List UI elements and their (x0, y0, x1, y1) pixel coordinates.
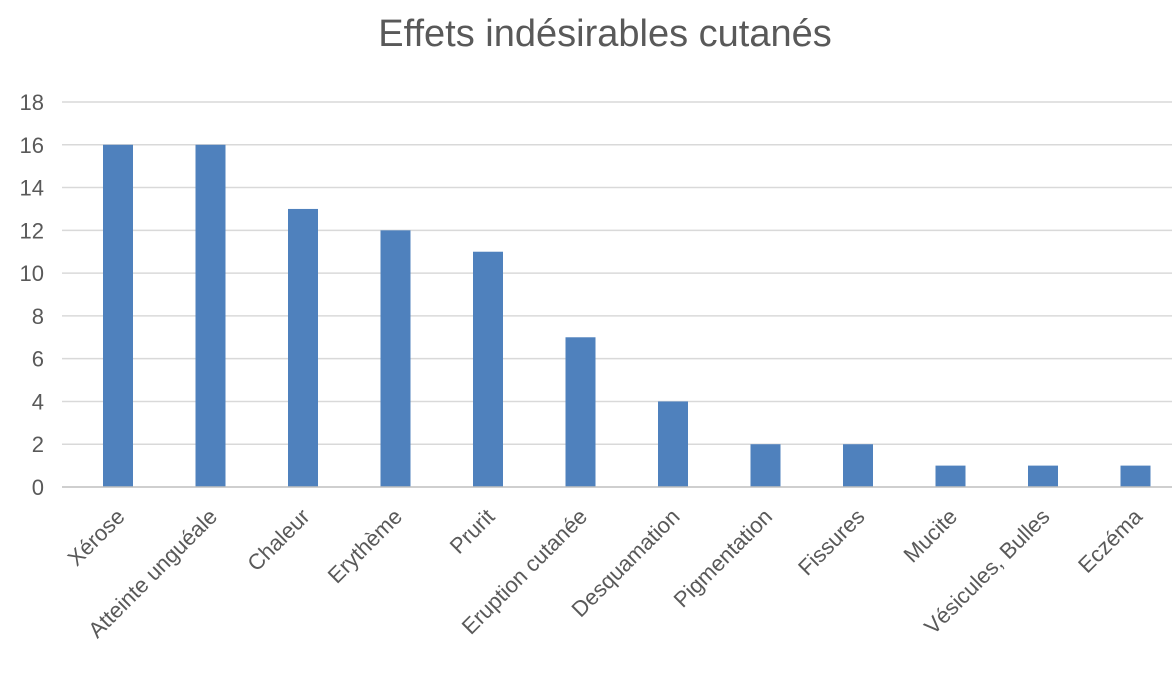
y-tick-label: 12 (20, 218, 44, 243)
bar (565, 337, 596, 487)
x-tick-label: Mucite (899, 504, 962, 567)
bar (843, 444, 873, 487)
y-tick-label: 4 (32, 389, 44, 414)
bar (380, 230, 411, 488)
chart-title: Effets indésirables cutanés (378, 13, 831, 55)
bars (103, 144, 1151, 488)
y-tick-label: 8 (32, 304, 44, 329)
y-tick-label: 10 (20, 261, 44, 286)
bar (1028, 465, 1058, 487)
gridlines (62, 101, 1172, 445)
y-tick-label: 14 (20, 176, 44, 201)
bar (473, 251, 503, 487)
bar (288, 208, 318, 487)
x-tick-label: Fissures (793, 504, 869, 580)
bar (195, 144, 226, 487)
bar (1120, 465, 1151, 487)
x-tick-label: Pigmentation (669, 504, 777, 612)
x-tick-label: Erythème (323, 504, 407, 588)
x-tick-label: Xérose (63, 504, 130, 571)
bar (935, 465, 966, 487)
y-tick-label: 16 (20, 133, 44, 158)
bar (658, 401, 688, 487)
x-tick-label: Prurit (445, 504, 500, 559)
y-tick-label: 2 (32, 432, 44, 457)
y-tick-label: 0 (32, 475, 44, 500)
bar (750, 444, 781, 487)
bar (103, 144, 133, 487)
y-axis-ticks: 0 2 4 6 8 10 12 14 16 18 (20, 90, 44, 500)
y-tick-label: 18 (20, 90, 44, 115)
x-tick-label: Chaleur (242, 504, 314, 576)
y-tick-label: 6 (32, 347, 44, 372)
x-tick-label: Eczéma (1073, 503, 1147, 577)
